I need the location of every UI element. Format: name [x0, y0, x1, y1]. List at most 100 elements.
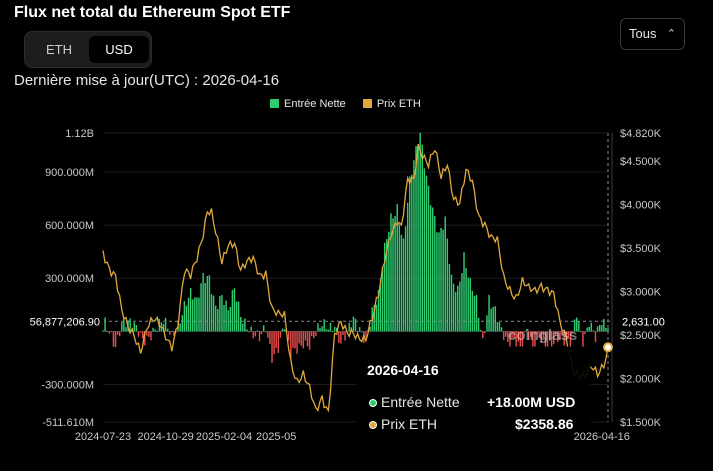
flow-bar — [404, 226, 407, 332]
flow-bar — [250, 326, 252, 332]
coinglass-watermark: coinglass — [508, 327, 578, 344]
flow-bar — [221, 294, 223, 332]
price-hover-point — [603, 342, 613, 353]
tooltip-price-label: Prix ETH — [381, 416, 437, 432]
flow-bar — [538, 331, 540, 338]
flow-bar — [214, 305, 217, 332]
flow-bar — [269, 331, 271, 344]
flow-bar — [361, 331, 363, 333]
flow-bar — [104, 317, 106, 332]
flow-bar — [454, 291, 457, 332]
y-left-tick-label: -300.000M — [41, 380, 94, 392]
flow-bar — [513, 331, 515, 339]
y-left-tick-label: 600.000M — [45, 220, 94, 232]
flow-bar — [578, 321, 580, 332]
flow-bar — [532, 331, 534, 350]
chevron-updown-icon: ⌃ — [666, 28, 676, 40]
flow-bar — [210, 294, 213, 332]
flow-bar — [471, 290, 474, 332]
legend-item-inflow[interactable]: Entrée Nette — [270, 98, 346, 110]
flow-bar — [386, 239, 388, 332]
flow-bar — [525, 329, 528, 332]
flow-bar — [137, 331, 140, 337]
flow-bar — [519, 331, 522, 347]
flow-bar — [235, 301, 238, 332]
flow-bar — [114, 331, 117, 348]
legend-item-price[interactable]: Prix ETH — [362, 98, 421, 110]
tooltip-dot-inflow — [369, 399, 377, 407]
flow-bar — [515, 331, 517, 349]
flow-bar — [496, 322, 499, 332]
flow-bar — [563, 331, 565, 346]
flow-bar — [444, 216, 446, 332]
chart-title: Flux net total du Ethereum Spot ETF — [14, 4, 291, 21]
flow-bar — [239, 316, 242, 332]
flow-bar — [452, 283, 455, 332]
currency-option-eth[interactable]: ETH — [46, 42, 72, 57]
x-tick-label: 2025-02-04 — [196, 431, 252, 443]
flow-bar — [123, 318, 125, 332]
legend-swatch-inflow — [270, 99, 279, 108]
flow-bar — [281, 328, 284, 332]
price-line — [102, 143, 609, 413]
time-range-select[interactable]: Tous ⌃ — [620, 18, 685, 50]
flow-bar — [319, 327, 321, 332]
flow-bar — [225, 300, 227, 332]
flow-bar — [348, 322, 350, 332]
currency-option-usd[interactable]: USD — [89, 36, 149, 63]
y-left-tick-label: 300.000M — [45, 273, 94, 285]
flow-bar — [196, 297, 198, 332]
flow-bar — [217, 309, 219, 332]
flow-bar — [262, 325, 265, 332]
flow-bar — [586, 327, 588, 332]
flow-bar — [144, 331, 146, 346]
flow-bar — [431, 207, 434, 332]
flow-bar — [198, 297, 200, 332]
flow-bar — [607, 328, 609, 332]
flow-bar — [484, 331, 486, 334]
flow-bar — [381, 266, 384, 332]
flow-bar — [561, 331, 563, 335]
flow-bar — [434, 215, 436, 332]
flow-bar — [490, 308, 492, 332]
flow-bar — [555, 331, 557, 336]
flow-bar — [438, 232, 440, 332]
flow-bar — [321, 326, 323, 332]
flow-bar — [486, 315, 488, 332]
flow-bar — [148, 331, 150, 337]
flow-bar — [323, 319, 325, 332]
flow-bar — [206, 276, 209, 332]
flow-bar — [108, 331, 110, 334]
tooltip-box — [356, 346, 591, 441]
tooltip-dot-price — [369, 421, 377, 429]
flow-bar — [187, 297, 190, 332]
flow-bar — [296, 331, 298, 354]
flow-bar — [283, 329, 286, 332]
flow-bar — [133, 322, 136, 332]
time-range-value: Tous — [629, 26, 657, 41]
flow-bar — [411, 174, 413, 332]
flow-bar — [189, 288, 192, 332]
flow-bar — [227, 310, 229, 332]
flow-bar — [463, 252, 465, 332]
x-tick-label: 2025-05 — [256, 431, 296, 443]
tooltip-row-price: Prix ETH — [369, 416, 437, 432]
flow-bar — [594, 331, 597, 343]
flow-bar — [588, 326, 590, 332]
flow-bar — [279, 331, 282, 338]
flow-bar — [436, 232, 438, 332]
flow-bar — [208, 275, 211, 332]
legend-label-inflow: Entrée Nette — [284, 98, 346, 110]
flow-bar — [156, 331, 158, 333]
flow-bar — [542, 331, 545, 339]
flow-bar — [544, 331, 547, 351]
crosshair-right-label: 2,631.00 — [622, 316, 665, 328]
tooltip-date: 2026-04-16 — [367, 362, 439, 378]
flow-bar — [273, 331, 275, 355]
flow-bar — [440, 227, 442, 332]
flow-bar — [559, 331, 561, 340]
flow-bar — [358, 327, 361, 332]
flow-bar — [413, 160, 415, 332]
flow-bar — [596, 326, 599, 332]
